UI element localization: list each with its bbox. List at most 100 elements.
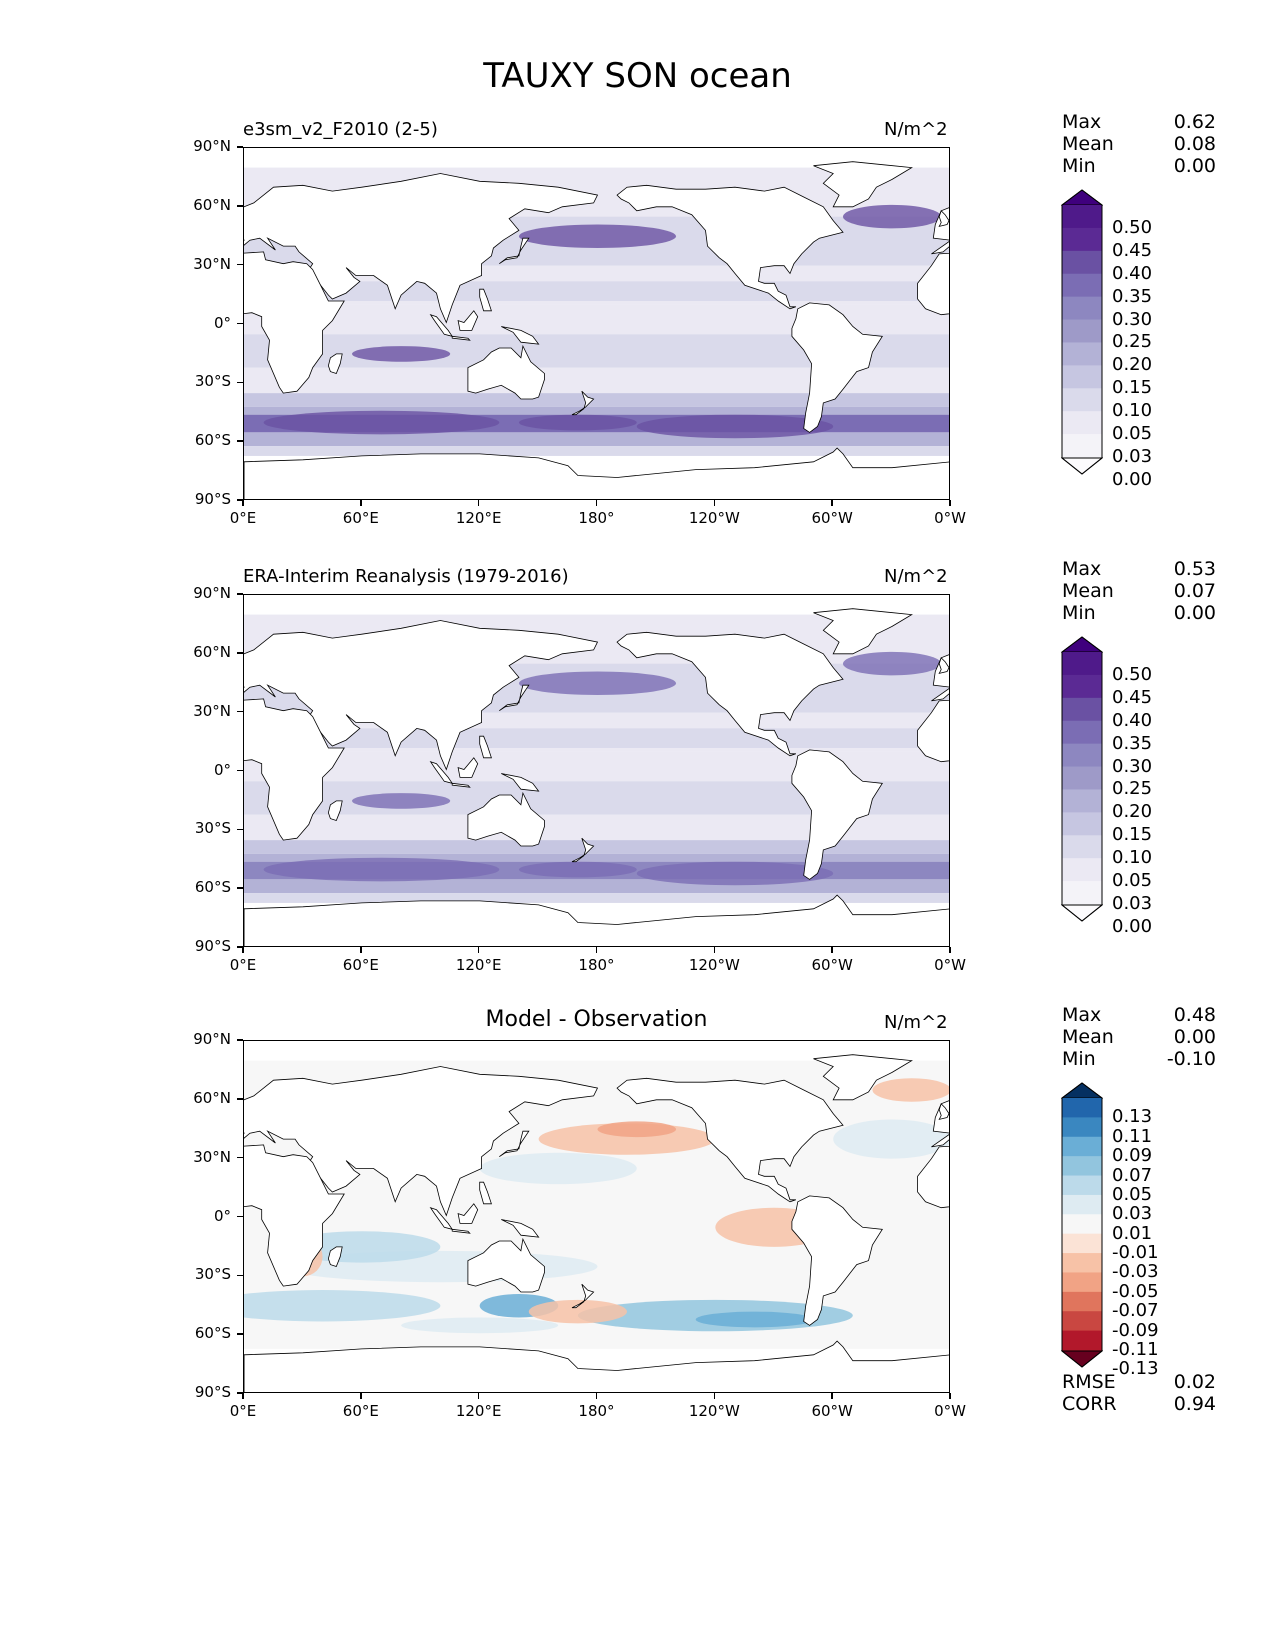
stats-row: Max 0.53 — [1062, 558, 1216, 580]
lat-tick-mark — [237, 1215, 243, 1218]
colorbar-label: 0.15 — [1112, 377, 1153, 399]
landmass — [938, 1103, 949, 1120]
colorbar-label: -0.01 — [1112, 1242, 1159, 1264]
error-stats: RMSE 0.02 CORR 0.94 — [1062, 1371, 1216, 1415]
stats-row: Min 0.00 — [1062, 602, 1216, 624]
stats-row: RMSE 0.02 — [1062, 1371, 1216, 1393]
landmass — [616, 184, 844, 310]
lon-tick-label: 120°W — [688, 509, 740, 527]
lon-tick-label: 0°E — [229, 956, 257, 974]
stat-label: Mean — [1062, 1026, 1114, 1048]
landmass — [917, 1145, 949, 1209]
colorbar-label: 0.40 — [1112, 709, 1153, 731]
landmass — [499, 1130, 530, 1158]
landmass — [616, 1077, 844, 1203]
colorbar-segment — [1062, 1330, 1102, 1351]
lat-tick-label: 90°N — [193, 1030, 231, 1048]
colorbar-extend-min — [1061, 457, 1103, 475]
landmass — [479, 735, 492, 759]
colorbar-segment — [1062, 858, 1102, 882]
colorbar-label: -0.11 — [1112, 1339, 1159, 1360]
lon-tick-label: 0°W — [934, 956, 966, 974]
colorbar-label: 0.03 — [1112, 893, 1153, 914]
lon-tick-mark — [949, 947, 951, 953]
lat-tick-mark — [237, 1039, 243, 1041]
colorbar-segment — [1062, 1272, 1102, 1293]
stat-label: Min — [1062, 155, 1096, 177]
colorbar-segment — [1062, 812, 1102, 836]
lon-tick-label: 180° — [578, 1402, 615, 1420]
panel-title: ERA-Interim Reanalysis (1979-2016) — [243, 566, 569, 587]
colorbar-segment — [1062, 1291, 1102, 1312]
colorbar-label: 0.01 — [1112, 1222, 1153, 1244]
lat-tick-label: 90°S — [194, 937, 231, 955]
landmass — [813, 161, 913, 208]
panel-units: N/m^2 — [884, 1012, 948, 1033]
stats-row: Mean 0.07 — [1062, 580, 1216, 602]
map-panel: e3sm_v2_F2010 (2-5) N/m^2 90°N 60°N 30°N 0° 30… — [0, 0, 1275, 527]
lat-tick-mark — [237, 1156, 243, 1159]
colorbar-label: -0.03 — [1112, 1261, 1159, 1283]
lon-tick-label: 120°W — [688, 956, 740, 974]
colorbar-segment — [1062, 881, 1102, 905]
lon-tick-mark — [713, 947, 716, 953]
lat-tick-label: 30°S — [194, 819, 231, 838]
landmass — [451, 335, 471, 341]
stats-row: Mean 0.08 — [1062, 133, 1216, 155]
colorbar-extend-min — [1061, 1350, 1103, 1368]
landmass — [501, 773, 540, 792]
map-frame — [243, 1040, 950, 1393]
landmass — [813, 1054, 913, 1101]
landmass — [467, 344, 545, 400]
lat-tick-label: 60°N — [193, 1088, 231, 1107]
colorbar-label: 0.35 — [1112, 285, 1153, 307]
lat-tick-mark — [237, 828, 243, 831]
colorbar-segment — [1062, 342, 1102, 366]
lat-tick-label: 90°S — [194, 1383, 231, 1401]
lon-tick-label: 60°E — [342, 509, 379, 527]
colorbar-segment — [1062, 835, 1102, 859]
landmass — [791, 302, 883, 433]
lat-tick-label: 60°N — [193, 642, 231, 661]
lat-tick-mark — [237, 146, 243, 148]
colorbar-segment — [1062, 273, 1102, 298]
colorbar-label: 0.20 — [1112, 801, 1153, 823]
lat-tick-mark — [237, 263, 243, 266]
colorbar-extend-max — [1061, 636, 1103, 653]
colorbar-label: -0.05 — [1112, 1280, 1159, 1302]
panel-units: N/m^2 — [884, 566, 948, 587]
lon-tick-mark — [831, 500, 833, 506]
lat-tick-label: 30°S — [194, 1265, 231, 1284]
lat-tick-mark — [237, 887, 243, 889]
lon-tick-mark — [949, 500, 951, 506]
stat-label: CORR — [1062, 1393, 1117, 1415]
colorbar-extend-max — [1061, 1082, 1103, 1099]
landmass — [499, 237, 530, 265]
landmass — [501, 326, 540, 345]
colorbar-segment — [1062, 674, 1102, 699]
landmass — [938, 210, 949, 227]
lat-tick-mark — [237, 1098, 243, 1100]
stat-value: 0.07 — [1173, 580, 1216, 602]
stat-value: 0.02 — [1173, 1371, 1216, 1393]
colorbar-label: -0.13 — [1112, 1358, 1159, 1380]
colorbar-label: 0.05 — [1112, 1183, 1153, 1205]
lat-tick-mark — [237, 499, 243, 501]
lat-tick-mark — [237, 1392, 243, 1394]
lon-tick-label: 60°W — [811, 1402, 853, 1420]
colorbar-label: 0.09 — [1112, 1145, 1153, 1167]
colorbar-label: 0.11 — [1112, 1125, 1153, 1147]
landmass — [616, 631, 844, 757]
stats-row: Min 0.00 — [1062, 155, 1216, 177]
lon-tick-label: 60°W — [811, 956, 853, 974]
landmass — [791, 749, 883, 880]
stats-row: Mean 0.00 — [1062, 1026, 1216, 1048]
lon-tick-mark — [360, 500, 362, 506]
lat-tick-label: 90°S — [194, 490, 231, 508]
lat-tick-mark — [237, 652, 243, 654]
colorbar-segment — [1062, 365, 1102, 389]
stat-value: 0.62 — [1173, 111, 1216, 133]
lon-tick-label: 180° — [578, 509, 615, 527]
map-frame — [243, 594, 950, 947]
landmass — [244, 698, 345, 841]
